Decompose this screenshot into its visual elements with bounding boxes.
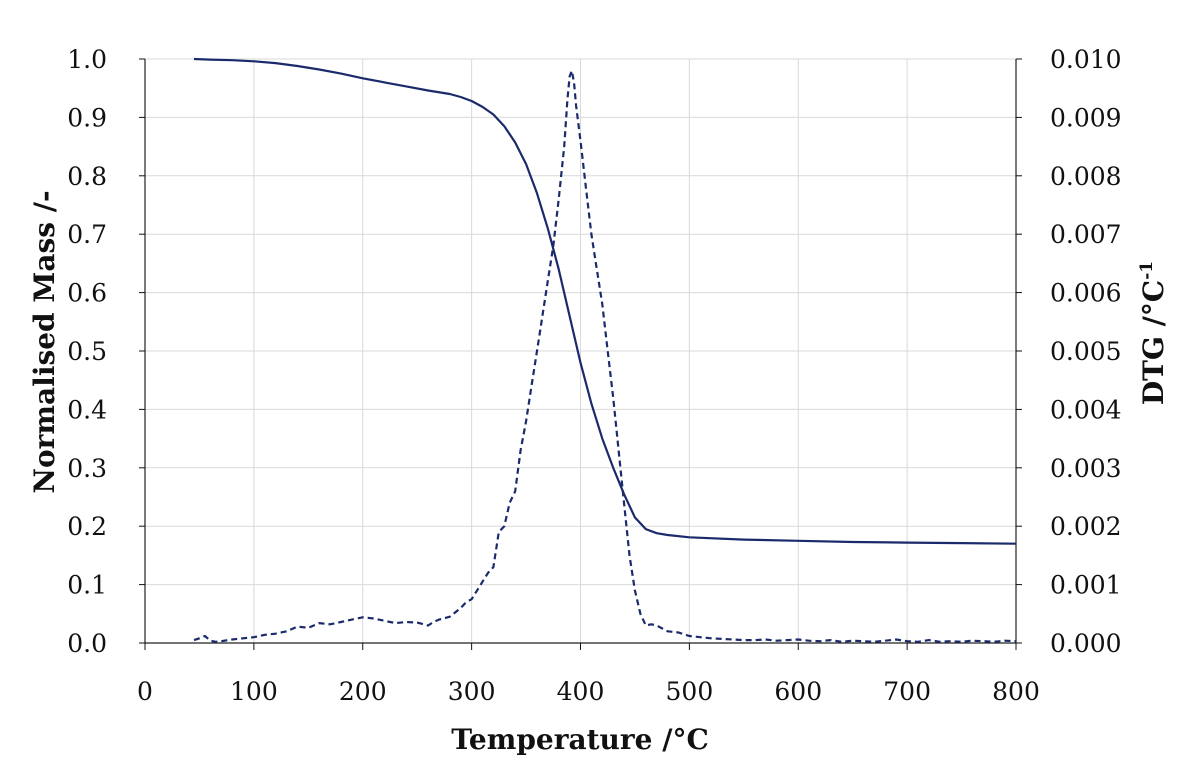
y-tick-label: 0.4 bbox=[67, 395, 107, 424]
x-tick-label: 300 bbox=[448, 677, 496, 706]
y-tick-label: 0.7 bbox=[67, 220, 107, 249]
x-tick-label: 800 bbox=[992, 677, 1040, 706]
y2-tick-label: 0.004 bbox=[1050, 395, 1122, 424]
grid-lines bbox=[144, 58, 1017, 644]
y2-axis-ticks: 0.000 0.001 0.002 0.003 0.004 0.005 0.006 0.007… bbox=[1016, 45, 1122, 658]
y2-tick-label: 0.010 bbox=[1050, 45, 1122, 74]
series-group bbox=[193, 57, 1017, 643]
x-axis-title: Temperature /°C bbox=[451, 723, 708, 756]
x-tick-label: 0 bbox=[137, 677, 153, 706]
x-tick-label: 200 bbox=[339, 677, 387, 706]
y2-axis-title-main: DTG /°C bbox=[1137, 280, 1170, 405]
y-tick-label: 0.0 bbox=[67, 629, 107, 658]
y2-tick-label: 0.006 bbox=[1050, 279, 1122, 308]
y-tick-label: 0.2 bbox=[67, 512, 107, 541]
y-tick-label: 0.3 bbox=[67, 454, 107, 483]
series-line-mass bbox=[193, 57, 1017, 545]
y2-tick-label: 0.002 bbox=[1050, 512, 1122, 541]
y2-axis-title-sup: -1 bbox=[1137, 261, 1157, 280]
x-tick-label: 400 bbox=[557, 677, 605, 706]
y-tick-label: 0.8 bbox=[67, 162, 107, 191]
x-tick-label: 100 bbox=[230, 677, 278, 706]
y2-tick-label: 0.003 bbox=[1050, 454, 1122, 483]
y2-tick-label: 0.009 bbox=[1050, 103, 1122, 132]
x-tick-label: 600 bbox=[774, 677, 822, 706]
x-axis-ticks: 0 100 200 300 400 500 600 700 800 bbox=[137, 643, 1040, 706]
y2-tick-label: 0.007 bbox=[1050, 220, 1122, 249]
y2-tick-label: 0.000 bbox=[1050, 629, 1122, 658]
y2-tick-label: 0.008 bbox=[1050, 162, 1122, 191]
y2-tick-label: 0.005 bbox=[1050, 337, 1122, 366]
x-tick-label: 500 bbox=[666, 677, 714, 706]
y-axis-title: Normalised Mass /- bbox=[28, 190, 61, 493]
y2-tick-label: 0.001 bbox=[1050, 571, 1122, 600]
series-line-dtg bbox=[193, 69, 1017, 643]
y-tick-label: 0.6 bbox=[67, 279, 107, 308]
y-axis-ticks: 0.0 0.1 0.2 0.3 0.4 0.5 0.6 0.7 0.8 0.9 1.0 bbox=[67, 45, 145, 658]
y-tick-label: 1.0 bbox=[67, 45, 107, 74]
y2-axis-title: DTG /°C-1 bbox=[1137, 261, 1170, 405]
y-tick-label: 0.5 bbox=[67, 337, 107, 366]
y-tick-label: 0.9 bbox=[67, 103, 107, 132]
x-tick-label: 700 bbox=[883, 677, 931, 706]
y-tick-label: 0.1 bbox=[67, 571, 107, 600]
